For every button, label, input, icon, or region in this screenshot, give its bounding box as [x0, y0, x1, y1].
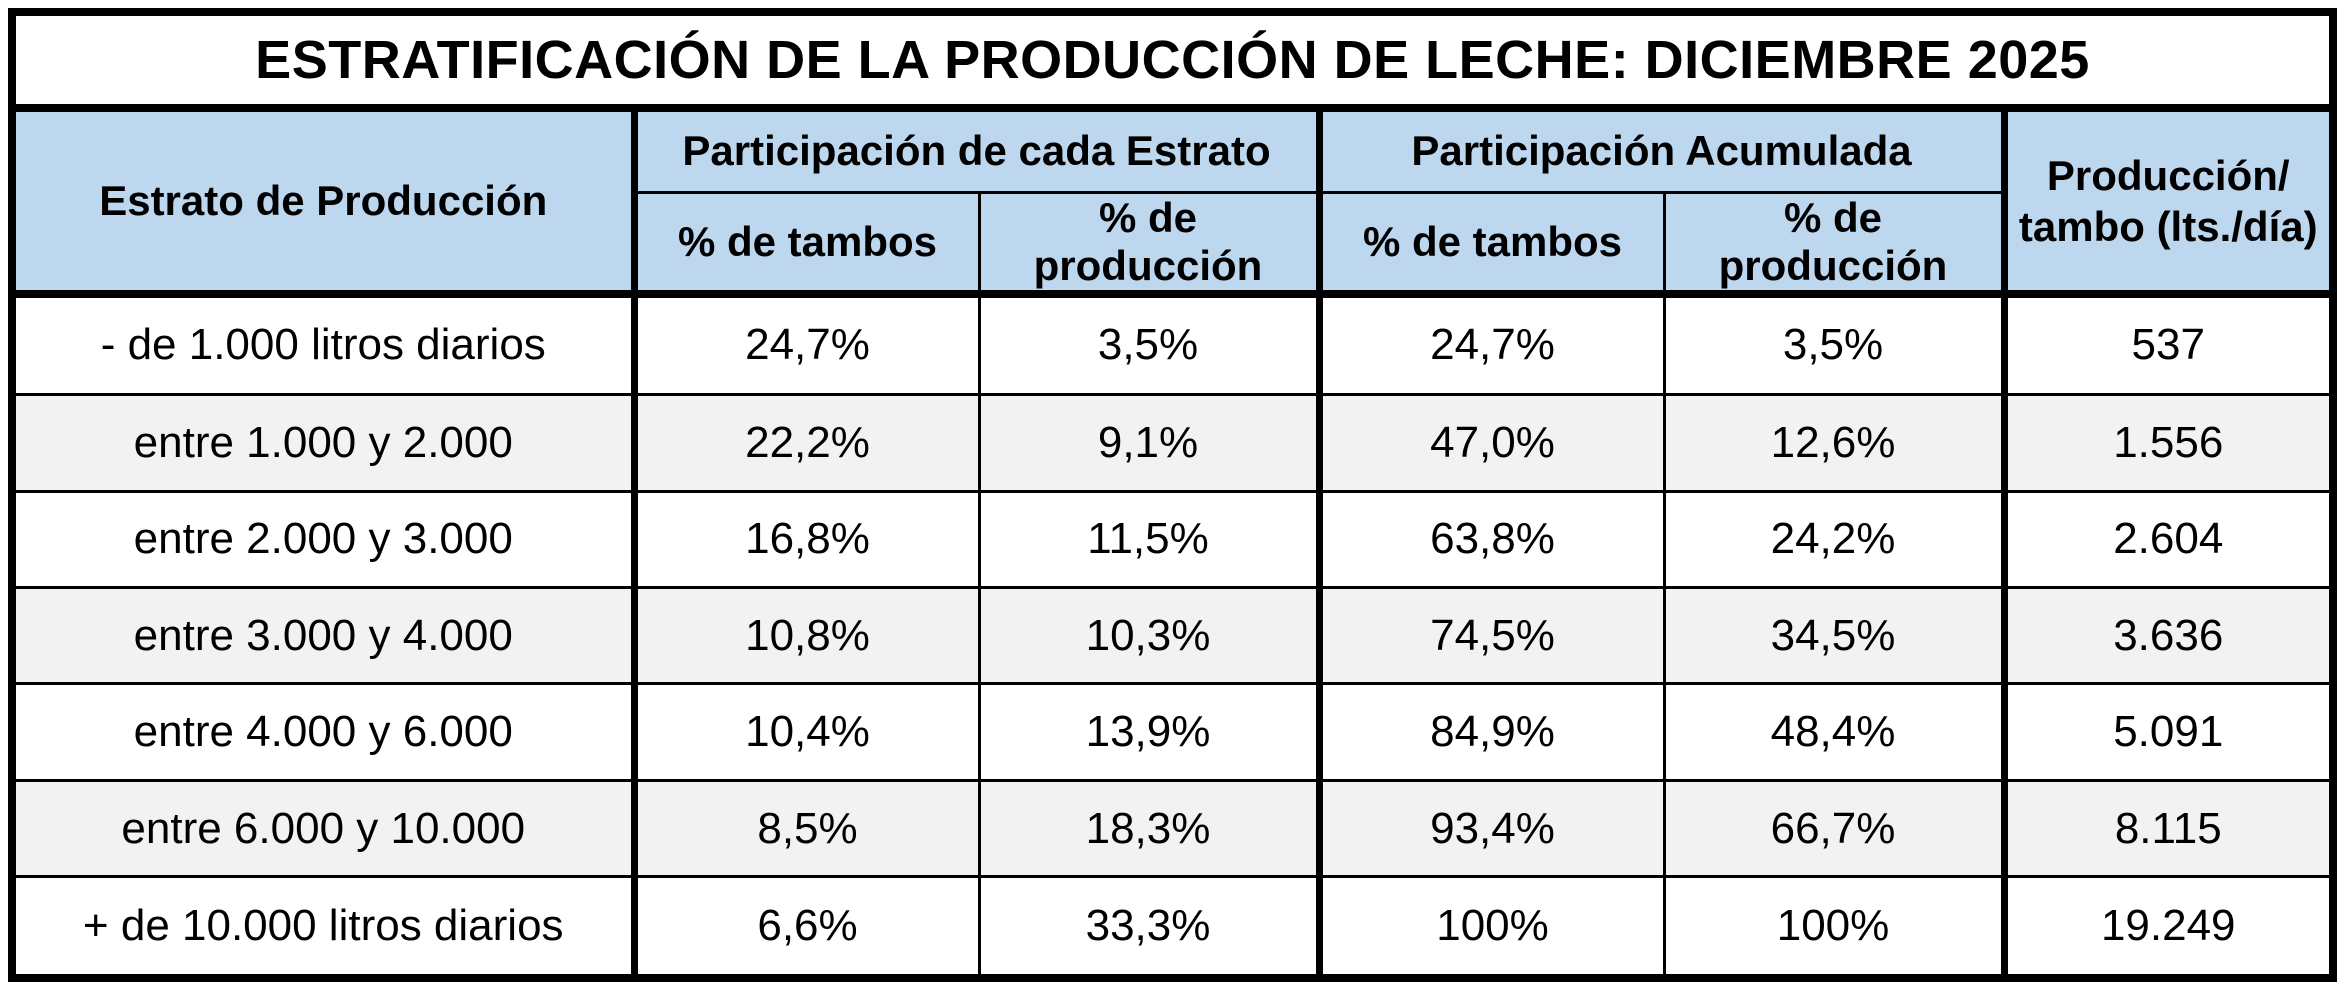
subheader-acum-pct-produccion: % de producción — [1662, 190, 2006, 298]
acum-pct-tambos-cell: 93,4% — [1315, 778, 1666, 879]
table-title: ESTRATIFICACIÓN DE LA PRODUCCIÓN DE LECH… — [10, 10, 2335, 112]
column-header-produccion-tambo: Producción/ tambo (lts./día) — [2000, 106, 2335, 295]
row-label-cell: entre 3.000 y 4.000 — [10, 585, 636, 686]
row-label-cell: - de 1.000 litros diarios — [10, 289, 636, 397]
acum-pct-tambos-cell: 84,9% — [1315, 682, 1666, 782]
subheader-pct-produccion: % de producción — [977, 190, 1321, 298]
row-label-cell: entre 6.000 y 10.000 — [10, 778, 636, 879]
produccion-tambo-cell: 2.604 — [2000, 489, 2335, 590]
acum-pct-tambos-cell: 24,7% — [1315, 289, 1666, 397]
produccion-tambo-cell: 1.556 — [2000, 393, 2335, 493]
pct-tambos-cell: 24,7% — [630, 289, 981, 397]
acum-pct-tambos-cell: 100% — [1315, 875, 1666, 980]
header-row-subcolumns: % de tambos % de producción % de tambos … — [12, 190, 2333, 298]
column-group-participacion-acumulada: Participación Acumulada — [1315, 106, 2006, 194]
acum-pct-produccion-cell: 48,4% — [1662, 682, 2006, 782]
acum-pct-produccion-cell: 3,5% — [1662, 289, 2006, 397]
table-row: entre 4.000 y 6.000 10,4% 13,9% 84,9% 48… — [10, 682, 2335, 782]
pct-tambos-cell: 8,5% — [630, 778, 981, 879]
pct-produccion-cell: 3,5% — [977, 289, 1321, 397]
pct-produccion-cell: 33,3% — [977, 875, 1321, 980]
table-row: - de 1.000 litros diarios 24,7% 3,5% 24,… — [10, 289, 2335, 397]
table-row: entre 2.000 y 3.000 16,8% 11,5% 63,8% 24… — [10, 489, 2335, 590]
acum-pct-produccion-cell: 100% — [1662, 875, 2006, 980]
acum-pct-tambos-cell: 47,0% — [1315, 393, 1666, 493]
pct-produccion-cell: 10,3% — [977, 585, 1321, 686]
title-row: ESTRATIFICACIÓN DE LA PRODUCCIÓN DE LECH… — [10, 10, 2335, 112]
subheader-pct-tambos: % de tambos — [630, 190, 981, 298]
subheader-acum-pct-tambos: % de tambos — [1315, 190, 1666, 298]
column-group-participacion-estrato: Participación de cada Estrato — [630, 106, 1321, 194]
acum-pct-produccion-cell: 12,6% — [1662, 393, 2006, 493]
acum-pct-tambos-cell: 74,5% — [1315, 585, 1666, 686]
column-header-estrato: Estrato de Producción — [10, 106, 636, 295]
row-label-cell: + de 10.000 litros diarios — [10, 875, 636, 980]
produccion-tambo-cell: 5.091 — [2000, 682, 2335, 782]
stratification-table: ESTRATIFICACIÓN DE LA PRODUCCIÓN DE LECH… — [8, 8, 2337, 982]
row-label-cell: entre 2.000 y 3.000 — [10, 489, 636, 590]
produccion-tambo-cell: 3.636 — [2000, 585, 2335, 686]
pct-tambos-cell: 16,8% — [630, 489, 981, 590]
pct-produccion-cell: 9,1% — [977, 393, 1321, 493]
acum-pct-produccion-cell: 34,5% — [1662, 585, 2006, 686]
row-label-cell: entre 4.000 y 6.000 — [10, 682, 636, 782]
acum-pct-produccion-cell: 24,2% — [1662, 489, 2006, 590]
header-row-groups: Estrato de Producción Participación de c… — [10, 106, 2335, 295]
pct-tambos-cell: 6,6% — [630, 875, 981, 980]
pct-produccion-cell: 18,3% — [977, 778, 1321, 879]
acum-pct-produccion-cell: 66,7% — [1662, 778, 2006, 879]
produccion-tambo-cell: 537 — [2000, 289, 2335, 397]
table-row: entre 3.000 y 4.000 10,8% 10,3% 74,5% 34… — [10, 585, 2335, 686]
pct-tambos-cell: 10,8% — [630, 585, 981, 686]
acum-pct-tambos-cell: 63,8% — [1315, 489, 1666, 590]
table-row: + de 10.000 litros diarios 6,6% 33,3% 10… — [10, 875, 2335, 980]
produccion-tambo-cell: 8.115 — [2000, 778, 2335, 879]
pct-tambos-cell: 10,4% — [630, 682, 981, 782]
table-row: entre 1.000 y 2.000 22,2% 9,1% 47,0% 12,… — [10, 393, 2335, 493]
produccion-tambo-cell: 19.249 — [2000, 875, 2335, 980]
pct-tambos-cell: 22,2% — [630, 393, 981, 493]
table-row: entre 6.000 y 10.000 8,5% 18,3% 93,4% 66… — [10, 778, 2335, 879]
pct-produccion-cell: 13,9% — [977, 682, 1321, 782]
pct-produccion-cell: 11,5% — [977, 489, 1321, 590]
row-label-cell: entre 1.000 y 2.000 — [10, 393, 636, 493]
